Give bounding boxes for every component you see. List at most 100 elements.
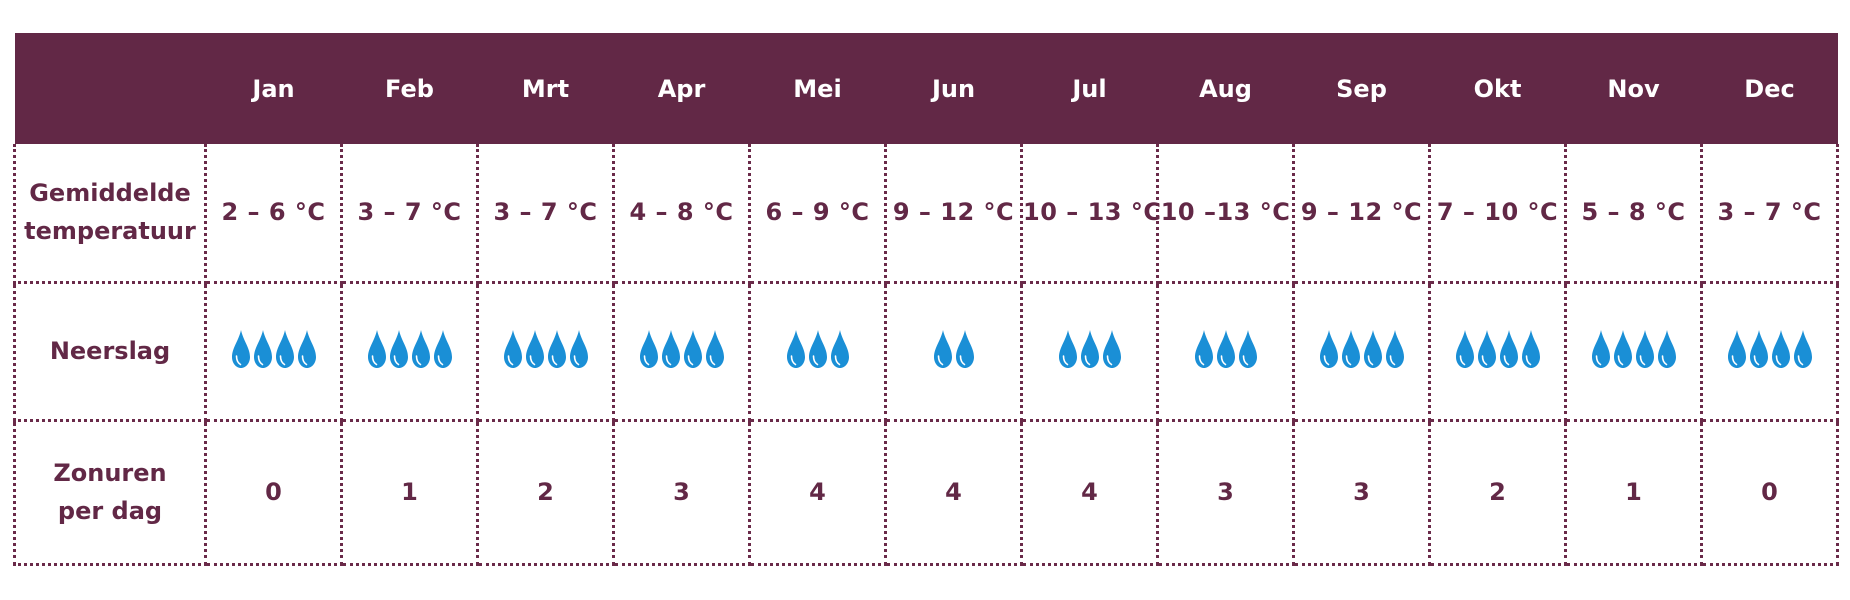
temperature-cell: 7 – 10 °C <box>1428 144 1567 284</box>
precipitation-cell <box>1428 280 1567 422</box>
raindrop-group <box>1319 329 1405 369</box>
month-header-mrt: Mrt <box>521 74 570 103</box>
raindrop-icon <box>786 329 806 369</box>
precipitation-cell <box>612 280 751 422</box>
precipitation-cell <box>340 280 479 422</box>
header-row: Jan Feb Mrt Apr Mei Jun Jul Aug Sep Okt … <box>14 33 1838 144</box>
month-header-sep: Sep <box>1336 74 1387 103</box>
precipitation-cell <box>1564 280 1703 422</box>
temperature-label-line1: Gemiddelde <box>29 179 191 208</box>
month-header-jul: Jul <box>1072 74 1107 103</box>
temperature-cell: 9 – 12 °C <box>884 144 1023 284</box>
month-header-mei: Mei <box>793 74 842 103</box>
raindrop-icon <box>1749 329 1769 369</box>
raindrop-group <box>503 329 589 369</box>
precipitation-cell <box>1156 280 1295 422</box>
precipitation-cell <box>748 280 887 422</box>
raindrop-group <box>1727 329 1813 369</box>
month-header-okt: Okt <box>1473 74 1522 103</box>
raindrop-icon <box>1613 329 1633 369</box>
month-header-jan: Jan <box>252 74 295 103</box>
raindrop-icon <box>683 329 703 369</box>
sunshine-cell: 1 <box>1564 418 1703 566</box>
raindrop-icon <box>830 329 850 369</box>
raindrop-icon <box>1591 329 1611 369</box>
raindrop-icon <box>367 329 387 369</box>
sunshine-row-label: Zonuren per dag <box>13 418 207 566</box>
precipitation-row-label: Neerslag <box>13 280 207 422</box>
raindrop-icon <box>389 329 409 369</box>
raindrop-icon <box>275 329 295 369</box>
month-header-jun: Jun <box>931 74 976 103</box>
temperature-row: Gemiddelde temperatuur 2 – 6 °C 3 – 7 °C… <box>13 144 1839 284</box>
climate-table: Jan Feb Mrt Apr Mei Jun Jul Aug Sep Okt … <box>13 33 1839 566</box>
raindrop-icon <box>1499 329 1519 369</box>
raindrop-group <box>1058 329 1122 369</box>
raindrop-icon <box>1385 329 1405 369</box>
precipitation-cell <box>204 280 343 422</box>
raindrop-icon <box>231 329 251 369</box>
raindrop-icon <box>639 329 659 369</box>
temperature-cell: 9 – 12 °C <box>1292 144 1431 284</box>
temperature-cell: 5 – 8 °C <box>1564 144 1703 284</box>
raindrop-icon <box>1477 329 1497 369</box>
temperature-cell: 3 – 7 °C <box>1700 144 1839 284</box>
sunshine-cell: 4 <box>1020 418 1159 566</box>
raindrop-icon <box>1194 329 1214 369</box>
raindrop-group <box>786 329 850 369</box>
sunshine-cell: 0 <box>1700 418 1839 566</box>
month-header-dec: Dec <box>1744 74 1795 103</box>
temperature-cell: 2 – 6 °C <box>204 144 343 284</box>
sunshine-label-line2: per dag <box>57 497 163 525</box>
temperature-cell: 3 – 7 °C <box>340 144 479 284</box>
raindrop-icon <box>525 329 545 369</box>
precipitation-cell <box>884 280 1023 422</box>
raindrop-icon <box>1080 329 1100 369</box>
raindrop-group <box>367 329 453 369</box>
raindrop-icon <box>705 329 725 369</box>
temperature-cell: 10 –13 °C <box>1156 144 1295 284</box>
raindrop-icon <box>1455 329 1475 369</box>
raindrop-icon <box>1341 329 1361 369</box>
raindrop-group <box>1591 329 1677 369</box>
raindrop-icon <box>808 329 828 369</box>
sunshine-cell: 2 <box>1428 418 1567 566</box>
corner-cell <box>15 33 206 144</box>
raindrop-group <box>1455 329 1541 369</box>
precipitation-cell <box>1292 280 1431 422</box>
precipitation-cell <box>1700 280 1839 422</box>
raindrop-icon <box>661 329 681 369</box>
temperature-label-line2: temperatuur <box>24 217 196 246</box>
precipitation-row: Neerslag <box>13 280 1839 422</box>
precipitation-cell <box>476 280 615 422</box>
raindrop-group <box>639 329 725 369</box>
raindrop-icon <box>569 329 589 369</box>
month-header-aug: Aug <box>1199 74 1252 103</box>
sunshine-cell: 1 <box>340 418 479 566</box>
sunshine-cell: 4 <box>748 418 887 566</box>
sunshine-cell: 2 <box>476 418 615 566</box>
raindrop-icon <box>253 329 273 369</box>
temperature-cell: 6 – 9 °C <box>748 144 887 284</box>
sunshine-cell: 0 <box>204 418 343 566</box>
raindrop-icon <box>1771 329 1791 369</box>
month-header-nov: Nov <box>1607 74 1660 103</box>
raindrop-icon <box>955 329 975 369</box>
sunshine-cell: 3 <box>1156 418 1295 566</box>
precipitation-cell <box>1020 280 1159 422</box>
raindrop-icon <box>1319 329 1339 369</box>
raindrop-icon <box>433 329 453 369</box>
raindrop-group <box>231 329 317 369</box>
sunshine-cell: 3 <box>1292 418 1431 566</box>
temperature-cell: 4 – 8 °C <box>612 144 751 284</box>
sunshine-label-line1: Zonuren <box>53 459 167 487</box>
raindrop-icon <box>933 329 953 369</box>
raindrop-icon <box>1102 329 1122 369</box>
raindrop-icon <box>1793 329 1813 369</box>
raindrop-icon <box>503 329 523 369</box>
month-header-apr: Apr <box>657 74 706 103</box>
raindrop-group <box>933 329 975 369</box>
month-header-feb: Feb <box>385 74 434 103</box>
raindrop-icon <box>1635 329 1655 369</box>
raindrop-icon <box>1058 329 1078 369</box>
